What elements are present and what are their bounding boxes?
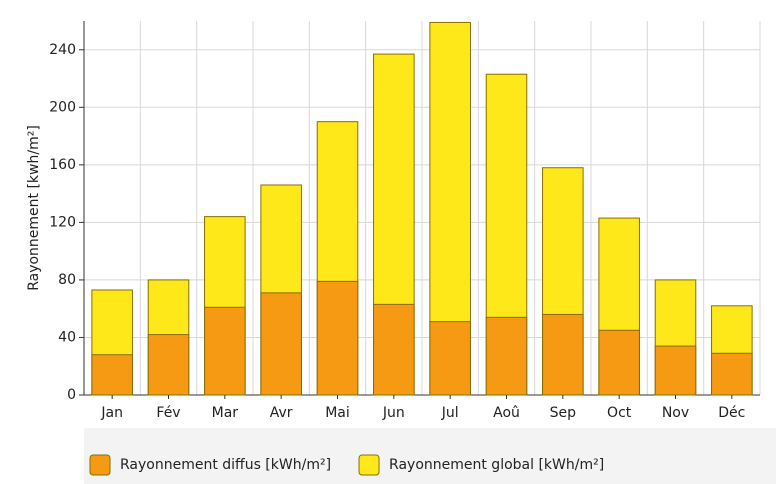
x-tick-label: Jan	[100, 405, 123, 421]
y-axis-label: Rayonnement [kwh/m²]	[26, 125, 42, 291]
legend-label: Rayonnement diffus [kWh/m²]	[120, 457, 331, 473]
y-tick-label: 200	[49, 99, 76, 115]
bar	[711, 352, 753, 396]
legend-label: Rayonnement global [kWh/m²]	[389, 457, 604, 473]
bar	[260, 292, 302, 396]
bar	[373, 303, 415, 396]
x-tick-label: Oct	[607, 405, 632, 421]
legend-background	[84, 428, 776, 484]
bar	[429, 321, 471, 396]
x-tick-label: Sep	[550, 405, 577, 421]
y-tick-label: 80	[58, 272, 76, 288]
x-tick-label: Avr	[270, 405, 293, 421]
bar	[147, 334, 190, 396]
bar	[204, 306, 246, 396]
x-tick-label: Nov	[662, 405, 689, 421]
x-tick-label: Fév	[156, 405, 180, 421]
x-tick-label: Mai	[325, 405, 350, 421]
x-tick-label: Jun	[382, 405, 405, 421]
y-tick-label: 240	[49, 42, 76, 58]
y-tick-label: 120	[49, 214, 76, 230]
y-tick-label: 40	[58, 329, 76, 345]
legend-swatch	[358, 454, 380, 476]
x-tick-label: Déc	[718, 405, 745, 421]
x-tick-label: Mar	[212, 405, 239, 421]
legend-swatch	[89, 454, 111, 476]
bar	[542, 313, 584, 396]
bar	[485, 316, 528, 396]
y-tick-label: 0	[67, 387, 76, 403]
bar	[598, 329, 640, 396]
x-tick-label: Aoû	[493, 405, 520, 421]
x-tick-label: Jul	[441, 405, 459, 421]
y-tick-label: 160	[49, 157, 76, 173]
bar	[91, 354, 133, 396]
bar	[654, 345, 697, 396]
bar	[316, 280, 359, 396]
